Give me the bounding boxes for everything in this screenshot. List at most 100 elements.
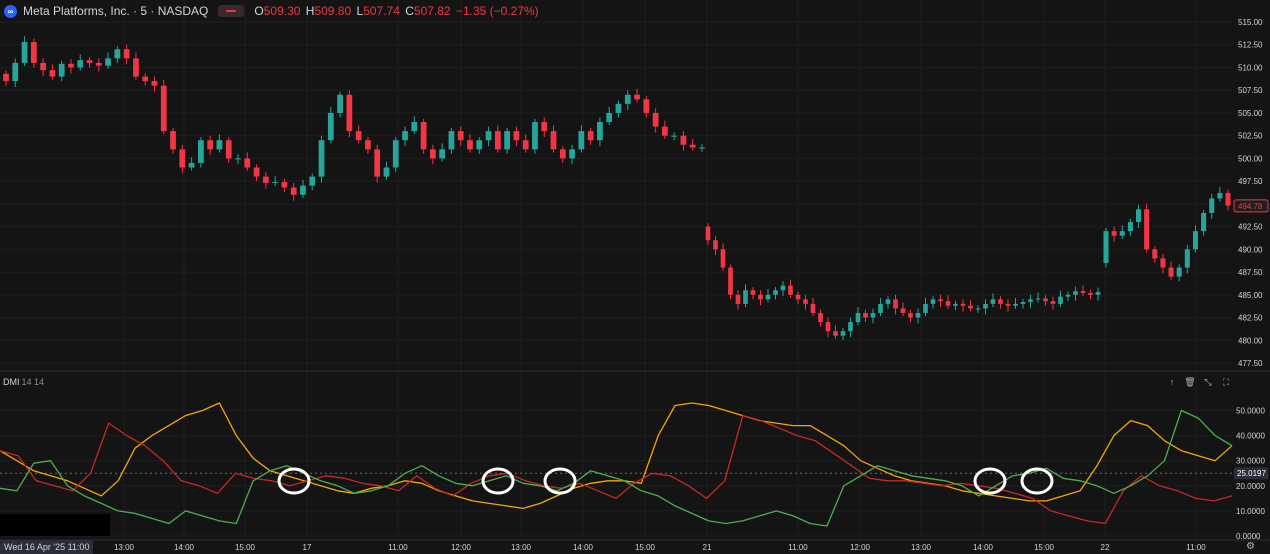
candle-body bbox=[430, 149, 436, 159]
candle-body bbox=[1119, 231, 1125, 236]
candle-body bbox=[281, 182, 288, 188]
ohlc-high-key: H bbox=[305, 4, 315, 18]
candle-body bbox=[68, 63, 74, 68]
dmi-tick-label: 20.0000 bbox=[1236, 482, 1265, 491]
time-tick-label: 13:00 bbox=[114, 543, 135, 552]
grid-lines bbox=[0, 0, 1232, 540]
time-tick-label: 11:00 bbox=[1186, 543, 1206, 552]
candle-body bbox=[123, 49, 130, 59]
candle-body bbox=[114, 49, 121, 59]
candle-body bbox=[58, 63, 65, 77]
candle-body bbox=[578, 131, 585, 150]
candle-body bbox=[541, 122, 548, 132]
candle-body bbox=[1152, 249, 1158, 259]
candle-body bbox=[1043, 298, 1048, 302]
candle-body bbox=[634, 94, 640, 100]
current-price-label: 494.78 bbox=[1238, 202, 1263, 211]
candle-body bbox=[513, 131, 520, 141]
candle-body bbox=[1111, 231, 1117, 236]
candle-body bbox=[983, 303, 988, 309]
candle-body bbox=[355, 131, 362, 141]
candle-body bbox=[699, 147, 705, 149]
candle-body bbox=[1073, 291, 1078, 295]
dmi-params: 14 14 bbox=[21, 377, 45, 387]
price-tick-label: 500.00 bbox=[1238, 154, 1263, 163]
candle-body bbox=[198, 140, 204, 163]
candle-body bbox=[968, 305, 973, 309]
time-tick-label: 14:00 bbox=[174, 543, 195, 552]
candle-body bbox=[960, 303, 966, 306]
candle-body bbox=[915, 312, 921, 318]
time-tick-label: 15:00 bbox=[1034, 543, 1055, 552]
candle-body bbox=[253, 167, 260, 177]
candle-body bbox=[728, 267, 733, 295]
gear-icon[interactable]: ⚙ bbox=[1246, 541, 1255, 552]
price-candles bbox=[3, 36, 1231, 341]
visibility-toggle-icon[interactable] bbox=[218, 5, 245, 17]
candle-body bbox=[885, 299, 891, 304]
collapse-icon[interactable]: ⤡ bbox=[1204, 377, 1212, 387]
candle-body bbox=[1192, 231, 1198, 250]
candle-body bbox=[1209, 198, 1215, 213]
candle-body bbox=[207, 140, 214, 150]
dmi-pane bbox=[0, 402, 1233, 527]
ohlc-close-key: C bbox=[405, 4, 414, 18]
maximize-icon[interactable]: ⛶ bbox=[1222, 377, 1230, 387]
dmi-tick-label: 50.0000 bbox=[1236, 407, 1265, 416]
candle-body bbox=[1065, 294, 1071, 297]
time-tick-label: 14:00 bbox=[973, 543, 994, 552]
move-up-icon[interactable]: ↑ bbox=[1169, 377, 1175, 387]
time-tick-label: 13:00 bbox=[511, 543, 532, 552]
price-tick-label: 492.50 bbox=[1238, 223, 1263, 232]
candle-body bbox=[216, 140, 223, 150]
time-tick-label: 22 bbox=[1101, 543, 1110, 552]
candle-body bbox=[1020, 302, 1026, 304]
dmi-axis[interactable]: 50.0000 40.0000 30.0000 20.0000 10.0000 0.000… bbox=[1234, 407, 1268, 541]
candle-body bbox=[833, 331, 838, 336]
candle-body bbox=[998, 299, 1003, 304]
candle-body bbox=[1080, 291, 1086, 293]
candle-body bbox=[170, 131, 176, 150]
price-tick-label: 497.50 bbox=[1238, 177, 1263, 186]
price-axis[interactable]: 515.00 512.50 510.00 507.50 505.00 502.50 500.… bbox=[1233, 18, 1269, 368]
candle-body bbox=[990, 299, 996, 304]
candle-body bbox=[290, 187, 297, 195]
ohlc-open-key: O bbox=[254, 4, 264, 18]
current-price-box bbox=[1233, 199, 1269, 213]
candle-body bbox=[643, 99, 650, 113]
price-tick-label: 477.50 bbox=[1238, 359, 1263, 368]
symbol-title[interactable]: Meta Platforms, Inc. · 5 · NASDAQ bbox=[23, 4, 209, 18]
candle-body bbox=[705, 226, 711, 241]
candle-body bbox=[365, 140, 371, 150]
candle-body bbox=[624, 94, 631, 104]
candle-body bbox=[40, 62, 46, 71]
candle-body bbox=[848, 322, 853, 332]
candle-body bbox=[825, 322, 831, 332]
candle-body bbox=[923, 303, 928, 313]
delete-icon[interactable]: 🗑 bbox=[1184, 377, 1196, 387]
price-tick-label: 490.00 bbox=[1238, 245, 1263, 254]
candle-body bbox=[494, 131, 501, 150]
candle-body bbox=[1103, 231, 1109, 263]
dmi-tick-label: 30.0000 bbox=[1236, 457, 1265, 466]
candle-body bbox=[383, 167, 390, 177]
candle-body bbox=[855, 312, 861, 323]
price-tick-label: 515.00 bbox=[1238, 18, 1263, 27]
price-tick-label: 487.50 bbox=[1238, 268, 1263, 277]
candle-body bbox=[21, 42, 28, 63]
candle-body bbox=[272, 182, 278, 184]
minus-di-line bbox=[0, 414, 1233, 525]
candle-body bbox=[467, 140, 473, 150]
time-axis[interactable]: 13:00 14:00 15:00 17 11:00 12:00 13:00 14:00 15:… bbox=[0, 539, 1270, 552]
ohlc-change-value: −1.35 (−0.27%) bbox=[455, 4, 539, 18]
candle-body bbox=[188, 162, 195, 168]
time-tick-label: 12:00 bbox=[850, 543, 871, 552]
dmi-name: DMI bbox=[3, 377, 20, 387]
candle-body bbox=[652, 112, 659, 127]
candle-body bbox=[448, 131, 455, 150]
candle-body bbox=[795, 294, 801, 300]
dmi-legend[interactable]: DMI 14 14 bbox=[3, 377, 44, 387]
candle-body bbox=[788, 285, 793, 295]
candle-body bbox=[411, 122, 418, 132]
